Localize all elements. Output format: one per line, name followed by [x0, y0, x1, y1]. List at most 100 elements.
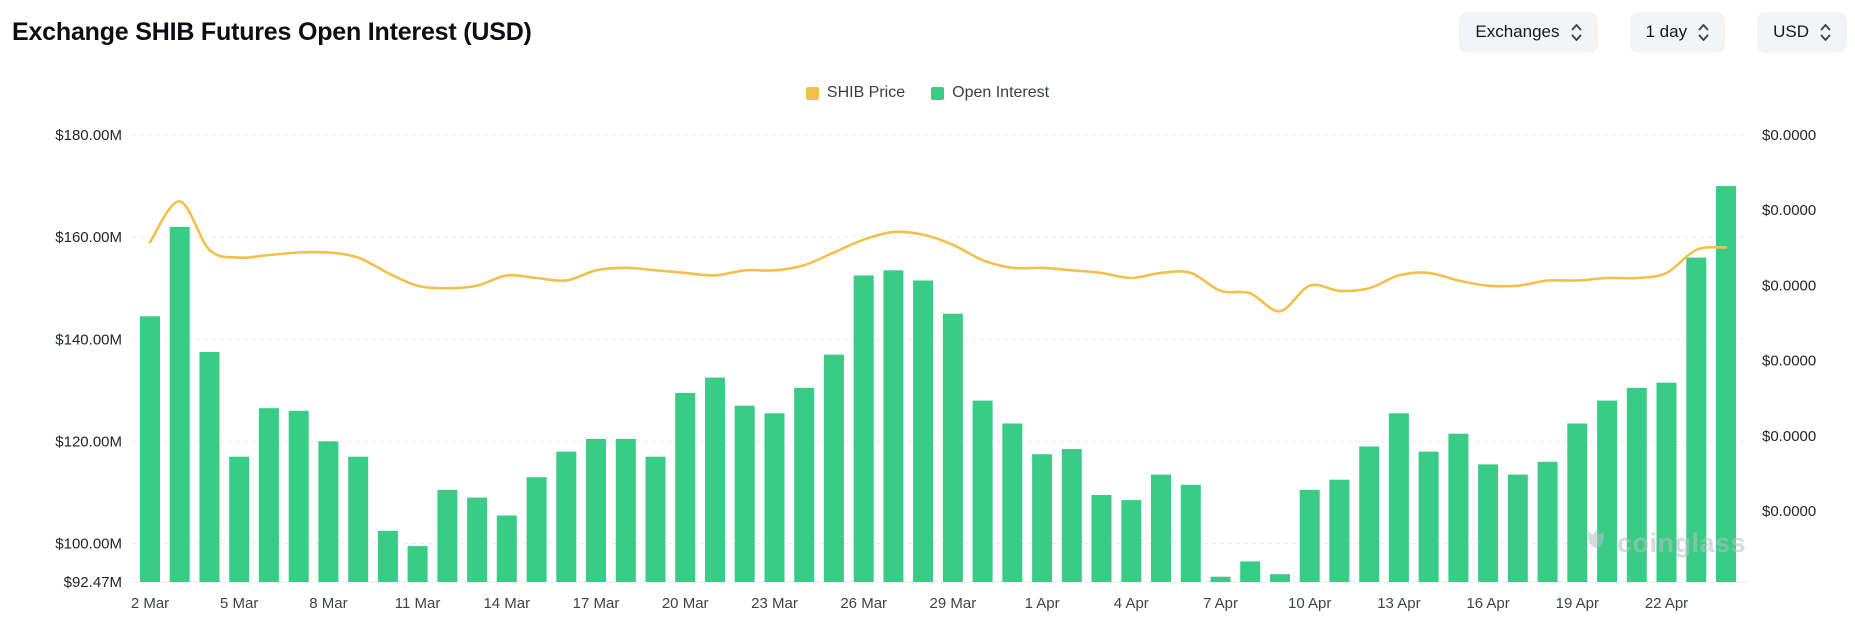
y-axis-label-right: $0.0000	[1762, 428, 1816, 445]
open-interest-bar[interactable]	[972, 400, 993, 582]
chevron-updown-icon	[1571, 22, 1582, 43]
open-interest-bar[interactable]	[199, 352, 220, 582]
x-axis-label: 1 Apr	[1025, 595, 1060, 612]
y-axis-label-right: $0.0000	[1762, 127, 1816, 144]
open-interest-bar[interactable]	[1418, 451, 1439, 582]
y-axis-label-left: $120.00M	[55, 433, 122, 450]
x-axis-label: 4 Apr	[1114, 595, 1149, 612]
x-axis-label: 17 Mar	[573, 595, 620, 612]
header: Exchange SHIB Futures Open Interest (USD…	[0, 0, 1855, 54]
open-interest-bar[interactable]	[794, 387, 815, 582]
chevron-updown-icon	[1820, 22, 1831, 43]
open-interest-bar[interactable]	[1716, 186, 1736, 582]
chevron-updown-icon	[1698, 22, 1709, 43]
open-interest-bar[interactable]	[348, 456, 369, 582]
x-axis-label: 20 Mar	[662, 595, 709, 612]
x-axis-label: 16 Apr	[1466, 595, 1509, 612]
y-axis-label-right: $0.0000	[1762, 503, 1816, 520]
exchanges-dropdown[interactable]: Exchanges	[1459, 11, 1598, 53]
open-interest-bar[interactable]	[645, 456, 666, 582]
open-interest-bar[interactable]	[1210, 576, 1231, 582]
legend-item-open-interest[interactable]: Open Interest	[931, 84, 1049, 102]
open-interest-swatch-icon	[931, 86, 945, 100]
x-axis-label: 10 Apr	[1288, 595, 1331, 612]
shib-price-swatch-icon	[805, 86, 819, 100]
open-interest-bar[interactable]	[407, 546, 428, 582]
interval-dropdown-label: 1 day	[1645, 22, 1688, 41]
open-interest-bar[interactable]	[1151, 474, 1171, 582]
open-interest-bar[interactable]	[496, 515, 517, 583]
open-interest-bar[interactable]	[1061, 449, 1082, 582]
open-interest-bar[interactable]	[853, 275, 874, 582]
y-axis-label-left: $100.00M	[55, 536, 122, 553]
open-interest-bar[interactable]	[229, 456, 250, 582]
open-interest-bar[interactable]	[377, 530, 398, 582]
open-interest-bar[interactable]	[1448, 433, 1469, 582]
open-interest-bar[interactable]	[140, 316, 160, 582]
open-interest-bar[interactable]	[1567, 423, 1588, 583]
open-interest-bar[interactable]	[705, 377, 725, 582]
x-axis-label: 23 Mar	[751, 595, 798, 612]
open-interest-bar[interactable]	[913, 280, 934, 583]
y-axis-label-left: $92.47M	[64, 574, 122, 591]
open-interest-bar[interactable]	[1240, 561, 1261, 582]
open-interest-bar[interactable]	[1002, 423, 1023, 583]
open-interest-bar[interactable]	[437, 489, 458, 582]
open-interest-bar[interactable]	[169, 226, 190, 582]
open-interest-bar[interactable]	[1656, 382, 1677, 582]
x-axis-label: 7 Apr	[1203, 595, 1238, 612]
y-axis-label-right: $0.0000	[1762, 277, 1816, 294]
open-interest-bar[interactable]	[764, 413, 785, 582]
open-interest-bar[interactable]	[526, 477, 547, 582]
currency-dropdown[interactable]: USD	[1757, 11, 1847, 53]
open-interest-bar[interactable]	[1091, 495, 1112, 582]
chart-legend: SHIB Price Open Interest	[0, 84, 1855, 102]
open-interest-bar[interactable]	[258, 408, 279, 582]
open-interest-bar[interactable]	[942, 313, 963, 582]
open-interest-bar[interactable]	[586, 438, 606, 582]
open-interest-bar[interactable]	[1478, 464, 1499, 582]
open-interest-bar[interactable]	[675, 392, 696, 582]
shib-price-line	[148, 200, 1728, 313]
open-interest-bar[interactable]	[1537, 461, 1558, 582]
x-axis-label: 11 Mar	[395, 595, 441, 612]
legend-label: SHIB Price	[826, 84, 906, 101]
open-interest-bar[interactable]	[1359, 446, 1380, 583]
open-interest-bar[interactable]	[1121, 500, 1142, 582]
legend-label: Open Interest	[952, 84, 1050, 101]
open-interest-bar[interactable]	[615, 438, 636, 582]
open-interest-bar[interactable]	[823, 354, 844, 582]
x-axis-label: 2 Mar	[131, 595, 169, 612]
open-interest-bar[interactable]	[1507, 474, 1528, 582]
x-axis-label: 13 Apr	[1377, 595, 1420, 612]
y-axis-label-left: $180.00M	[55, 127, 122, 144]
open-interest-bar[interactable]	[1329, 479, 1350, 582]
open-interest-bar[interactable]	[318, 441, 339, 582]
open-interest-bar[interactable]	[1180, 484, 1201, 582]
open-interest-bar[interactable]	[1388, 413, 1409, 582]
x-axis-label: 8 Mar	[309, 595, 347, 612]
open-interest-bar[interactable]	[734, 405, 755, 582]
x-axis-label: 22 Apr	[1645, 595, 1688, 612]
open-interest-bar[interactable]	[1270, 574, 1290, 582]
x-axis-label: 26 Mar	[840, 595, 887, 612]
currency-dropdown-label: USD	[1773, 22, 1809, 41]
open-interest-bar[interactable]	[1686, 257, 1707, 582]
open-interest-bar[interactable]	[883, 270, 904, 582]
open-interest-bar[interactable]	[1597, 400, 1618, 582]
open-interest-bar[interactable]	[467, 497, 488, 582]
header-controls: Exchanges 1 day USD	[1459, 11, 1847, 53]
open-interest-bar[interactable]	[288, 410, 309, 582]
x-axis-label: 5 Mar	[220, 595, 258, 612]
interval-dropdown[interactable]: 1 day	[1629, 11, 1726, 53]
exchanges-dropdown-label: Exchanges	[1475, 22, 1560, 41]
open-interest-bar[interactable]	[1299, 489, 1320, 582]
open-interest-bar[interactable]	[1032, 454, 1053, 582]
open-interest-bar[interactable]	[1626, 387, 1647, 582]
legend-item-shib-price[interactable]: SHIB Price	[805, 84, 906, 102]
y-axis-label-right: $0.0000	[1762, 202, 1816, 219]
open-interest-bar[interactable]	[556, 451, 577, 582]
y-axis-label-right: $0.0000	[1762, 353, 1816, 370]
x-axis-label: 14 Mar	[483, 595, 530, 612]
